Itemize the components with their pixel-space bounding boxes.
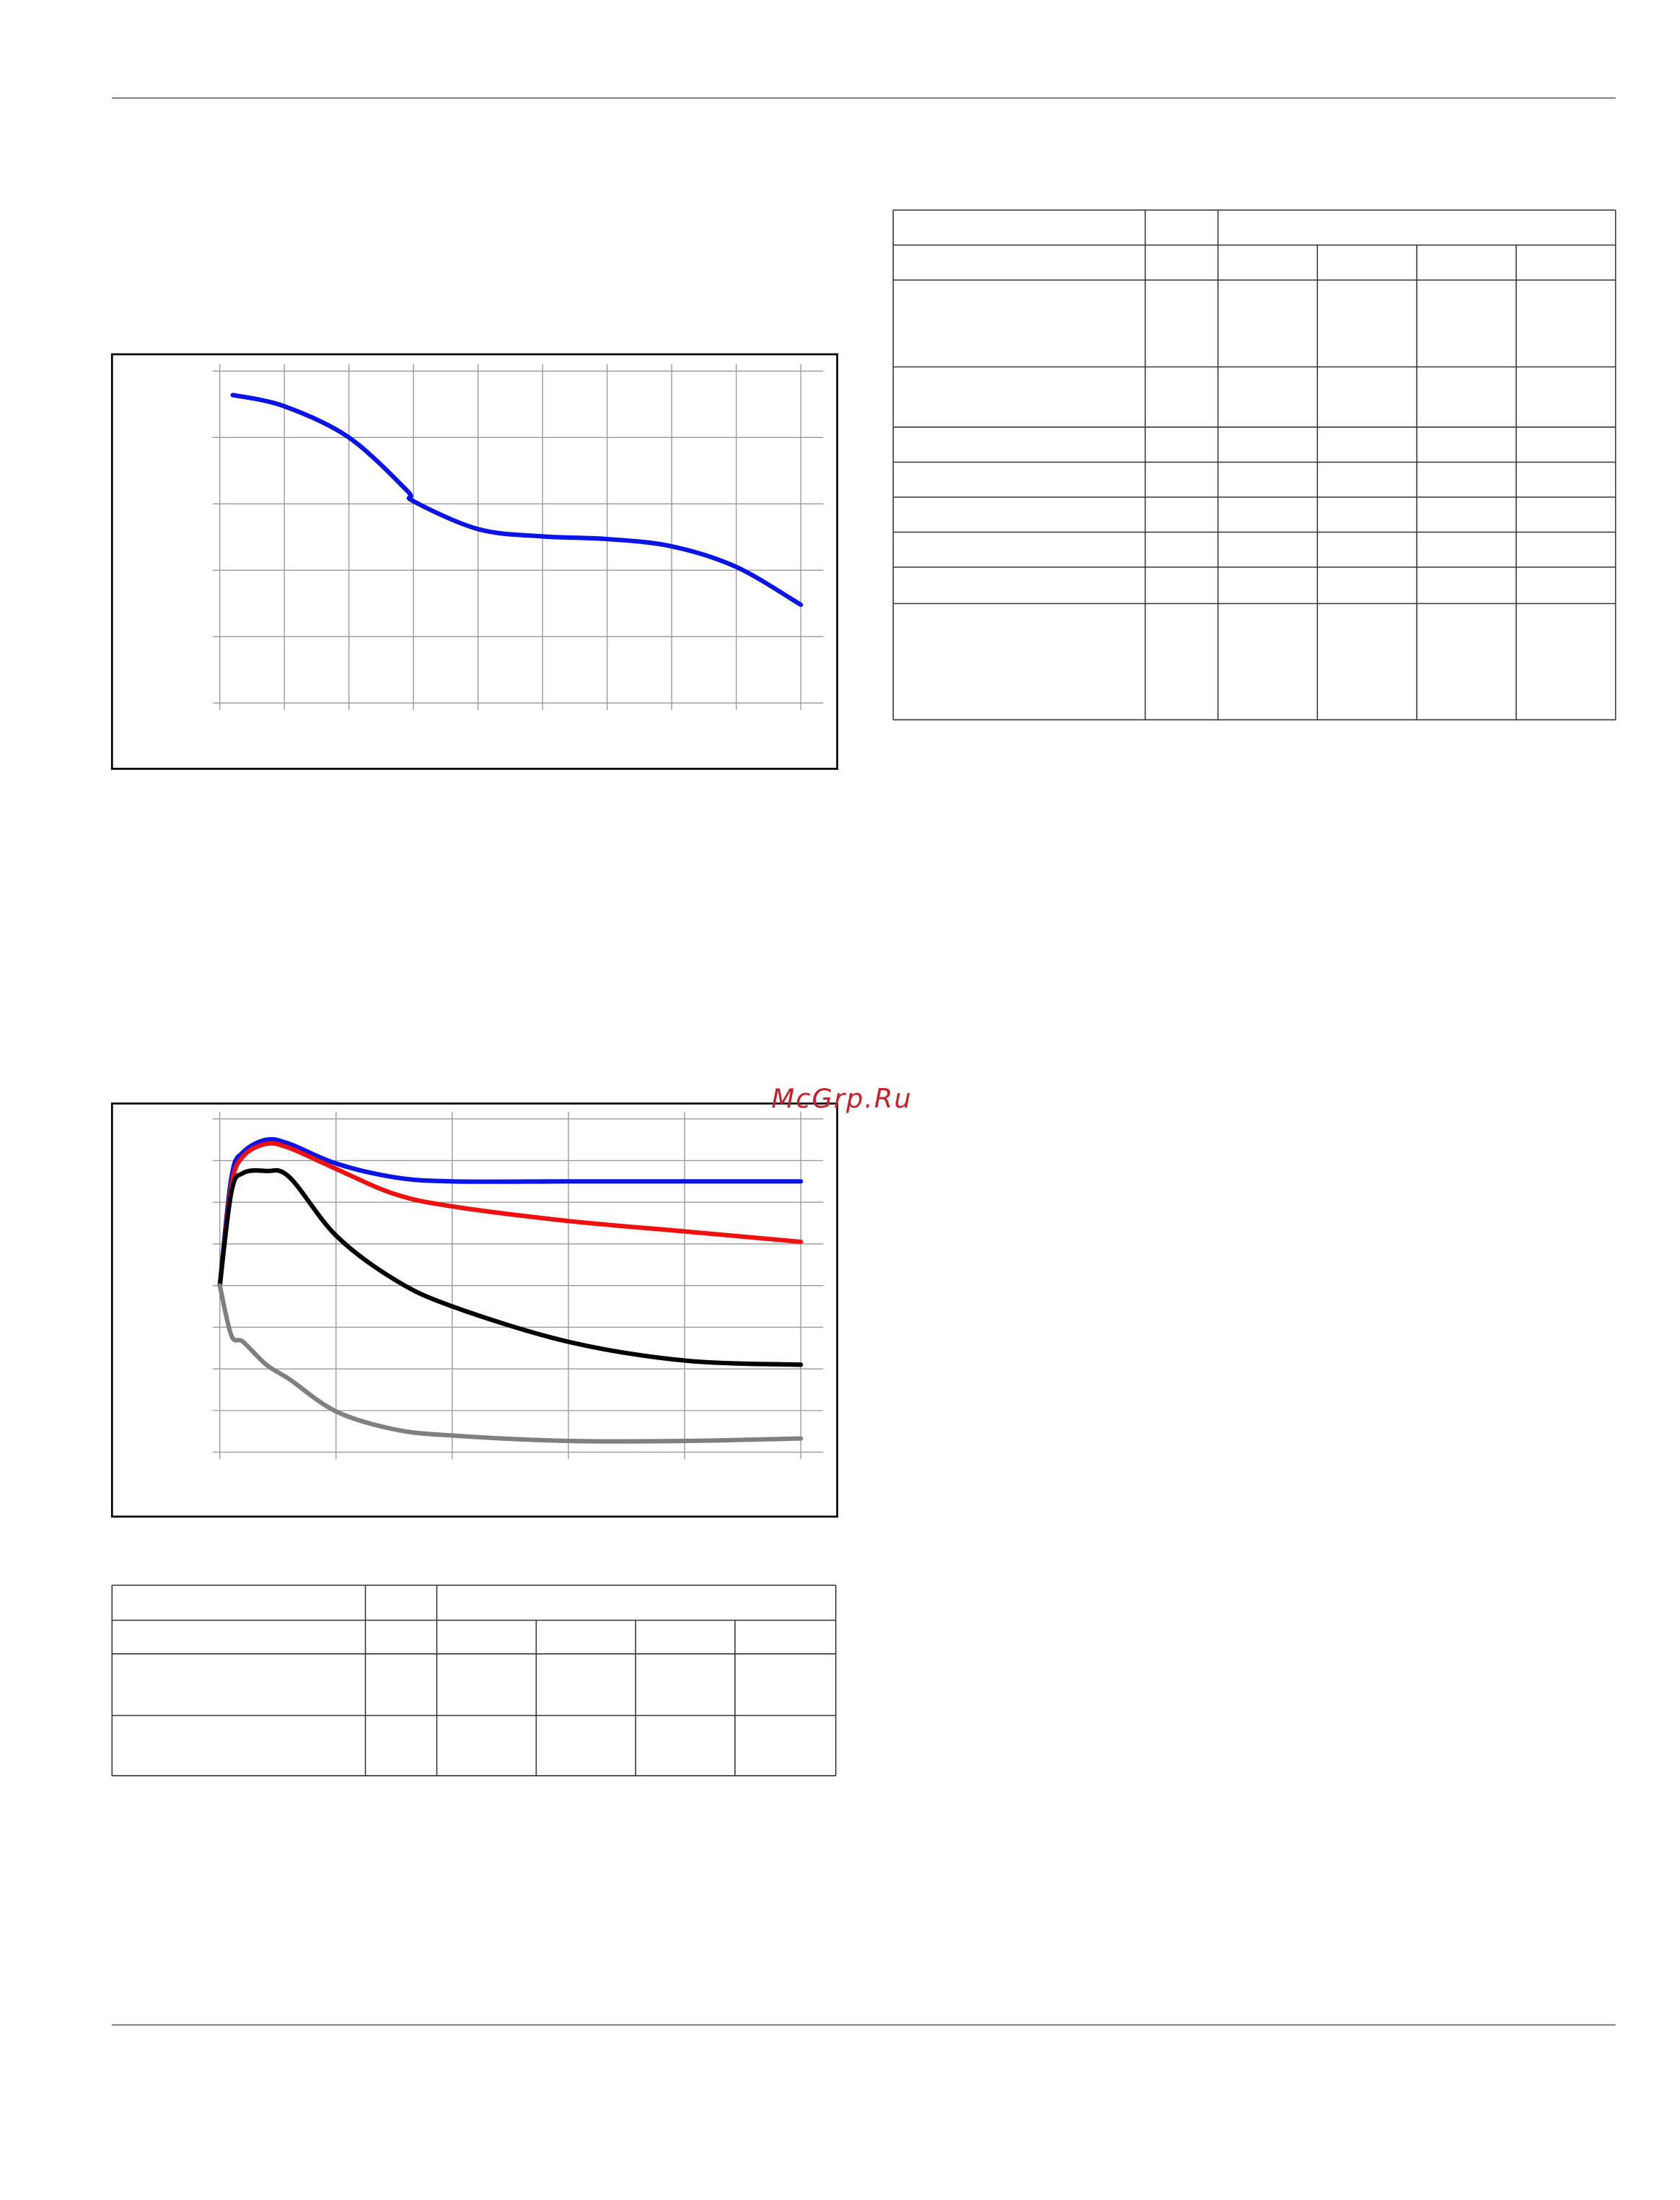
data-line (217, 1136, 804, 1288)
data-line (217, 1141, 804, 1288)
data-line (217, 1167, 804, 1367)
data-line (217, 1283, 804, 1444)
data-line (230, 393, 804, 608)
watermark: McGrp.Ru (771, 1083, 912, 1114)
chart-frame (110, 1102, 838, 1518)
chart-frame (110, 353, 838, 770)
